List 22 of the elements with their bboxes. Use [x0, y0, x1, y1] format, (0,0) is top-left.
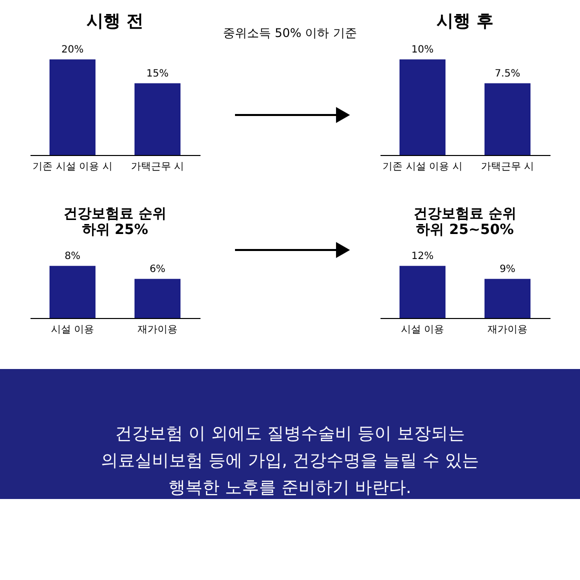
text: 건강보험 이 외에도 질병수술비 등이 보장되는 의료실비보험 등에 가입, 건강수명을 늘릴 수 있는 행복한 노후를 준비하기 바란다.: [101, 424, 479, 498]
x-tick-label: 재가이용: [138, 324, 178, 336]
data-label: 7.5%: [494, 68, 520, 80]
data-label: 10%: [411, 44, 434, 56]
x-tick-label: 기존 시설 이용 시: [382, 162, 462, 172]
text: 중위소득 50% 이하 기준: [222, 26, 358, 40]
data-label: 6%: [150, 264, 166, 275]
data-label: 12%: [411, 250, 434, 262]
data-label: 9%: [500, 264, 516, 275]
data-label: 15%: [146, 68, 169, 80]
chart-title: 시행 후: [436, 11, 494, 32]
x-tick-label: 시설 이용: [50, 324, 94, 336]
chart-title: 시행 전: [86, 11, 144, 32]
data-label: 20%: [61, 44, 84, 56]
x-tick-label: 가택근무 시: [480, 162, 534, 172]
chart-title: 건강보험료 순위 하위 25%: [64, 206, 166, 238]
x-tick-label: 시설 이용: [400, 324, 444, 336]
data-label: 8%: [64, 250, 80, 262]
x-tick-label: 가택근무 시: [130, 162, 184, 172]
x-tick-label: 재가이용: [488, 324, 528, 336]
x-tick-label: 기존 시설 이용 시: [32, 162, 112, 172]
chart-title: 건강보험료 순위 하위 25~50%: [414, 206, 516, 238]
